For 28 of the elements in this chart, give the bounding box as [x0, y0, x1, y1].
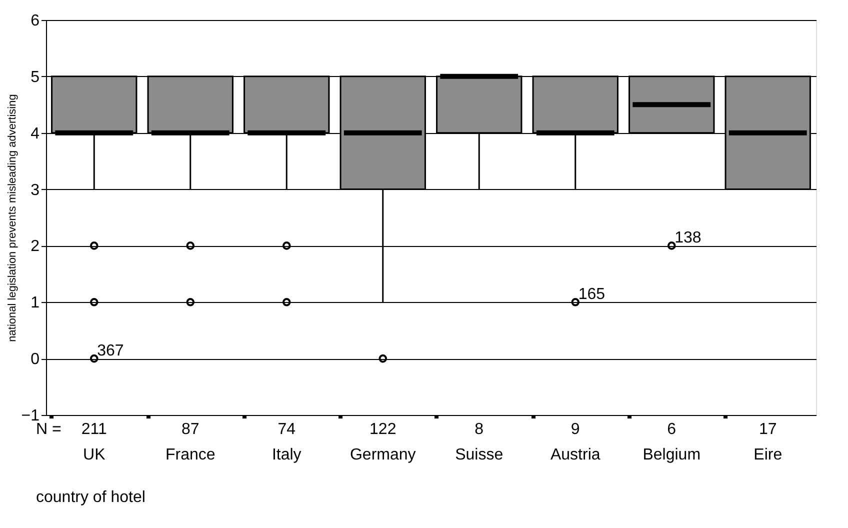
text: 17 — [758, 421, 777, 438]
x-tick-label: UK — [83, 446, 106, 464]
x-tick-label: Germany — [350, 446, 416, 464]
x-tick-label: Eire — [754, 446, 782, 464]
annotation: 138 — [674, 230, 702, 247]
annotation: 165 — [578, 286, 606, 304]
x-tick-label: Austria — [550, 446, 600, 464]
y-tick-label: 3 — [30, 182, 40, 199]
x-axis-title: country of hotel — [36, 489, 146, 506]
y-tick-label: 6 — [30, 12, 40, 30]
text: 9 — [570, 421, 580, 438]
text: 74 — [278, 421, 296, 438]
y-tick-label: 0 — [30, 351, 40, 368]
text: 211 — [81, 421, 107, 438]
text: 8 — [474, 421, 484, 438]
x-tick-label: Italy — [272, 446, 302, 464]
text: 122 — [370, 421, 396, 438]
y-tick-label: 4 — [30, 125, 40, 142]
y-tick-label: 5 — [30, 68, 40, 86]
y-tick-label: 2 — [30, 238, 40, 256]
x-tick-label: Belgium — [642, 446, 701, 464]
y-tick-label: 1 — [30, 294, 40, 312]
text: 87 — [181, 421, 200, 438]
x-tick-label: France — [165, 446, 216, 464]
annotation: 367 — [97, 342, 124, 360]
text: 6 — [667, 421, 676, 438]
y-axis-title: national legislation prevents misleading advertising — [6, 94, 18, 342]
x-tick-label: Suisse — [455, 446, 504, 464]
